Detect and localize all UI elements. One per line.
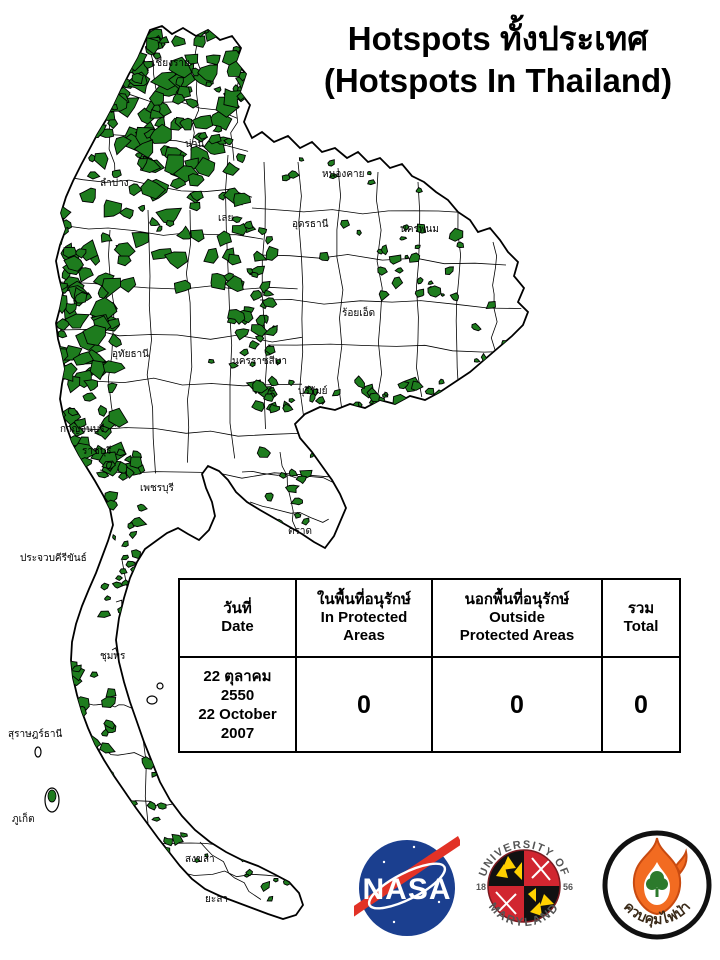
table-cell-date: 22 ตุลาคม 2550 22 October 2007 xyxy=(180,658,297,751)
table-cell-in-protected: 0 xyxy=(297,658,433,751)
page-title-english: (Hotspots In Thailand) xyxy=(323,62,673,99)
table-header-date: วันที่ Date xyxy=(180,580,297,658)
fire-control-logo: ควบคุมไฟป่า xyxy=(602,830,712,940)
table-header-in-protected: ในพื้นที่อนุรักษ์ In Protected Areas xyxy=(297,580,433,658)
umd-year-56: 56 xyxy=(563,882,573,892)
table-header-total: รวม Total xyxy=(603,580,679,658)
province-label: ร้อยเอ็ด xyxy=(342,305,375,319)
samui-island xyxy=(146,695,158,705)
table-cell-outside-protected: 0 xyxy=(433,658,603,751)
page-title: Hotspots ทั้งประเทศ (Hotspots In Thailan… xyxy=(278,18,718,102)
province-label: นครราชสีมา xyxy=(232,355,287,367)
umd-gold-checks xyxy=(496,856,554,916)
nasa-logo: NASA xyxy=(354,836,460,936)
phuket-island-forest xyxy=(47,789,57,803)
table-cell-total: 0 xyxy=(634,690,648,719)
umd-globe-ring xyxy=(487,849,561,923)
province-label: ประจวบคีรีขันธ์ xyxy=(20,552,87,564)
province-label: เลย xyxy=(218,213,233,224)
province-label: สุราษฎร์ธานี xyxy=(8,728,62,740)
province-label: ราชบุรี xyxy=(82,445,112,457)
province-label: นครพนม xyxy=(400,224,439,235)
hotspots-summary-table: วันที่ Date ในพื้นที่อนุรักษ์ In Protect… xyxy=(178,578,681,753)
province-label: สงขลา xyxy=(185,854,215,865)
province-label: อุดรธานี xyxy=(292,218,329,230)
province-label: ภูเก็ต xyxy=(12,811,35,825)
province-label: น่าน xyxy=(185,139,204,150)
province-label: ตราด xyxy=(288,526,312,537)
province-label: ลำปาง xyxy=(100,178,129,189)
province-label: ยะลา xyxy=(205,894,228,905)
province-label: บุรีรัมย์ xyxy=(298,385,328,397)
province-label: เพชรบุรี xyxy=(140,482,175,494)
page-title-thai: Hotspots ทั้งประเทศ xyxy=(347,20,649,57)
umd-white-crosses xyxy=(495,857,551,915)
table-header-outside-protected: นอกพื้นที่อนุรักษ์ Outside Protected Are… xyxy=(433,580,603,658)
province-label: เชียงราย xyxy=(152,57,190,69)
province-label: อุทัยธานี xyxy=(112,348,149,360)
province-label: กาญจนบุรี xyxy=(60,423,105,435)
province-label: หนองคาย xyxy=(322,169,364,180)
nasa-red-swoosh xyxy=(354,836,460,917)
umd-logo: UNIVERSITY OF MARYLAND 18 56 xyxy=(476,839,573,929)
small-island xyxy=(34,746,42,758)
small-island-2 xyxy=(156,682,164,690)
islands xyxy=(34,682,164,813)
province-label: ชุมพร xyxy=(100,651,126,662)
nasa-orbit xyxy=(367,862,447,910)
tree-icon xyxy=(646,871,668,897)
umd-year-18: 18 xyxy=(476,882,486,892)
